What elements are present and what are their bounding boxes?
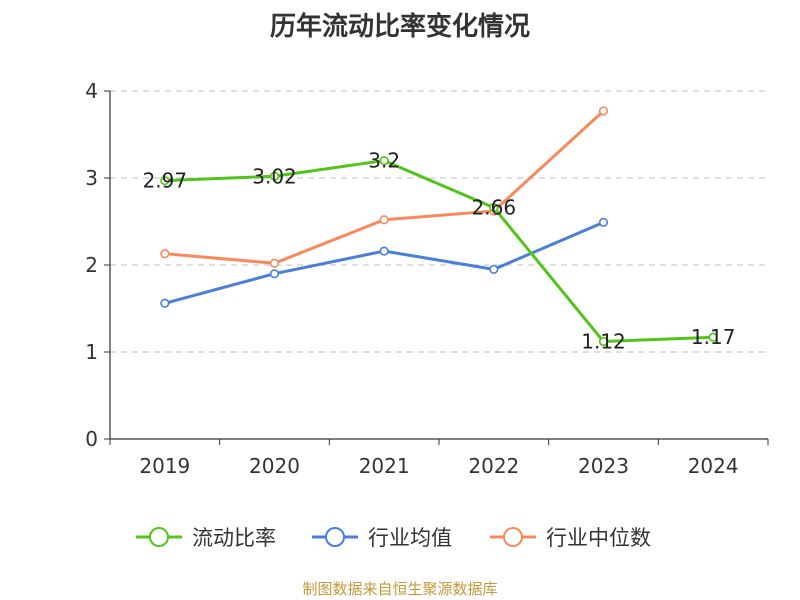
- data-labels: 2.97 3.02 3.2 2.66 1.12 1.17: [143, 149, 736, 354]
- x-tick-label: 2023: [578, 454, 629, 478]
- source-note: 制图数据来自恒生聚源数据库: [302, 580, 498, 598]
- legend-marker-icon: [503, 527, 523, 547]
- data-point-industry_avg: [489, 264, 499, 274]
- y-tick-label: 0: [85, 427, 98, 451]
- data-point-current_ratio: [708, 332, 718, 342]
- data-point-current_ratio: [269, 171, 280, 181]
- data-point-industry_avg: [160, 298, 170, 308]
- data-point-industry_avg: [598, 217, 609, 227]
- data-point-current_ratio: [598, 336, 609, 347]
- data-point-current_ratio: [160, 176, 170, 186]
- data-label: 3.02: [252, 164, 297, 188]
- legend-label: 流动比率: [192, 526, 276, 550]
- legend-item-industry_avg[interactable]: 行业均值: [312, 526, 452, 550]
- legend-item-current_ratio[interactable]: 流动比率: [136, 526, 276, 550]
- data-point-industry_avg: [379, 246, 389, 256]
- series-line-current_ratio: [164, 159, 714, 344]
- legend-label: 行业中位数: [546, 526, 651, 550]
- x-tick-label: 2020: [249, 454, 300, 478]
- data-point-current_ratio: [379, 156, 389, 166]
- legend[interactable]: 流动比率 行业均值 行业中位数: [136, 526, 651, 550]
- data-label: 2.66: [472, 196, 517, 220]
- data-point-current_ratio: [489, 202, 499, 213]
- y-tick-label: 4: [85, 79, 98, 103]
- x-tick-label: 2021: [359, 454, 410, 478]
- legend-marker-icon: [149, 527, 169, 547]
- series-line-industry_median: [164, 109, 605, 265]
- x-tick-label: 2024: [688, 454, 739, 478]
- data-label: 3.2: [368, 149, 400, 173]
- y-tick-label: 1: [85, 340, 98, 364]
- data-label: 1.12: [581, 330, 626, 354]
- chart-title: 历年流动比率变化情况: [269, 12, 530, 42]
- legend-item-industry_median[interactable]: 行业中位数: [490, 526, 651, 550]
- x-tick-label: 2019: [139, 454, 190, 478]
- data-point-industry_median: [269, 258, 280, 268]
- grid-lines: [110, 90, 768, 353]
- axes: 0 1 2 3 4 2019 2020 2021 2022 2023 2024: [85, 79, 769, 478]
- legend-label: 行业均值: [368, 526, 452, 550]
- legend-marker-icon: [325, 527, 345, 547]
- data-label: 2.97: [143, 169, 188, 193]
- y-tick-label: 2: [85, 253, 98, 277]
- data-label: 1.17: [691, 325, 736, 349]
- data-point-industry_median: [598, 106, 609, 116]
- data-point-industry_avg: [269, 269, 280, 279]
- x-tick-label: 2022: [468, 454, 519, 478]
- series-lines: [160, 106, 718, 347]
- y-tick-label: 3: [85, 166, 98, 190]
- data-point-industry_median: [160, 249, 170, 259]
- data-point-industry_median: [379, 215, 389, 225]
